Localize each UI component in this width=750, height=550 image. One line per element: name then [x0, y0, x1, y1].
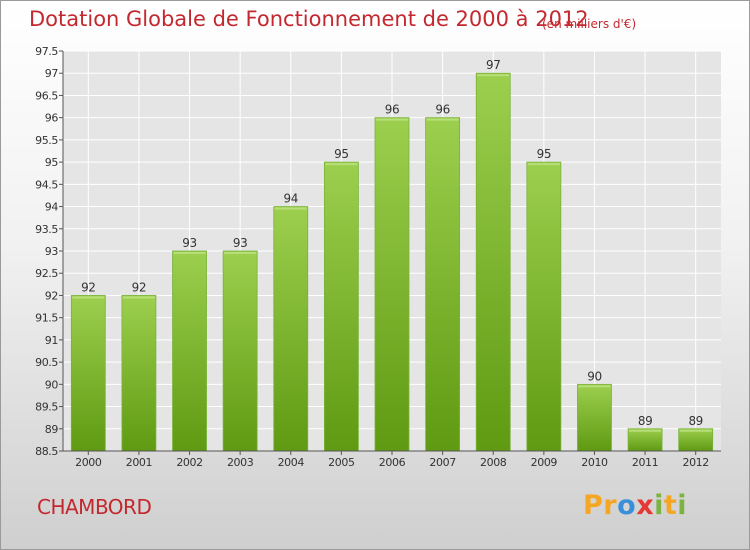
- data-label: 97: [486, 58, 500, 72]
- y-tick-label: 95: [45, 156, 59, 169]
- bar-highlight: [274, 207, 307, 210]
- data-label: 94: [284, 192, 298, 206]
- y-tick-label: 95.5: [35, 134, 58, 147]
- data-label: 95: [537, 147, 551, 161]
- y-tick-label: 89.5: [35, 401, 58, 414]
- x-tick-label: 2002: [176, 456, 202, 469]
- y-tick-label: 92.5: [35, 267, 58, 280]
- y-tick-label: 97.5: [35, 45, 58, 58]
- x-tick-label: 2012: [682, 456, 708, 469]
- data-label: 92: [81, 280, 95, 294]
- bar-highlight: [173, 252, 206, 254]
- bar-highlight: [527, 163, 560, 166]
- bar-highlight: [224, 252, 257, 254]
- bar: [526, 161, 562, 452]
- bar: [70, 295, 106, 452]
- y-tick-label: 88.5: [35, 445, 58, 458]
- data-label: 89: [688, 414, 702, 428]
- logo-letter: t: [663, 490, 678, 521]
- data-label: 90: [587, 369, 601, 383]
- bar-highlight: [679, 429, 712, 432]
- bar: [273, 206, 309, 452]
- bar: [475, 72, 511, 452]
- bar: [222, 250, 258, 452]
- y-tick-label: 91: [45, 334, 58, 347]
- bar-highlight: [325, 163, 358, 166]
- y-tick-label: 97: [45, 67, 59, 80]
- x-tick-label: 2008: [480, 456, 507, 469]
- bar-highlight: [578, 385, 611, 388]
- proxiti-logo: Proxiti: [583, 490, 687, 521]
- logo-letter: r: [603, 490, 618, 521]
- x-tick-label: 2003: [227, 456, 254, 469]
- y-tick-label: 90: [45, 378, 59, 391]
- y-tick-label: 94.5: [35, 178, 58, 191]
- logo-letter: x: [636, 490, 655, 521]
- data-label: 93: [182, 236, 196, 250]
- data-label: 93: [233, 236, 247, 250]
- logo-letter: i: [654, 490, 664, 521]
- chart-subtitle: (en milliers d'€): [542, 17, 637, 31]
- data-label: 96: [435, 103, 449, 117]
- x-tick-label: 2001: [126, 456, 152, 469]
- bar: [172, 250, 207, 452]
- x-tick-label: 2000: [75, 456, 102, 469]
- y-tick-label: 93.5: [35, 223, 58, 236]
- bar: [121, 295, 157, 452]
- logo-letter: i: [677, 490, 688, 521]
- data-label: 92: [132, 280, 146, 294]
- x-tick-label: 2006: [379, 456, 406, 469]
- chart-title: Dotation Globale de Fonctionnement de 20…: [29, 7, 589, 31]
- bar: [577, 383, 612, 452]
- bar: [323, 161, 359, 452]
- logo-letter: P: [583, 490, 604, 521]
- bar-highlight: [122, 296, 155, 299]
- data-label: 89: [638, 414, 652, 428]
- bar-highlight: [477, 74, 510, 77]
- data-label: 96: [385, 103, 399, 117]
- y-tick-label: 89: [45, 423, 59, 436]
- x-tick-label: 2005: [328, 456, 355, 469]
- y-tick-label: 94: [45, 201, 59, 214]
- bar: [374, 117, 410, 452]
- bar-highlight: [376, 118, 408, 121]
- logo-letter: o: [617, 490, 637, 521]
- x-tick-label: 2009: [531, 456, 558, 469]
- bar-highlight: [72, 296, 105, 299]
- y-tick-label: 92: [45, 289, 58, 302]
- x-tick-label: 2004: [278, 456, 305, 469]
- bar: [678, 428, 714, 452]
- y-tick-label: 96.5: [35, 89, 58, 102]
- bar-highlight: [426, 118, 459, 121]
- y-tick-label: 93: [45, 245, 59, 258]
- x-tick-label: 2010: [581, 456, 608, 469]
- x-tick-label: 2007: [429, 456, 456, 469]
- bar-highlight: [629, 429, 662, 432]
- commune-name: CHAMBORD: [37, 495, 152, 519]
- bar: [627, 428, 663, 452]
- x-tick-label: 2011: [632, 456, 658, 469]
- y-tick-label: 91.5: [35, 312, 58, 325]
- data-label: 95: [334, 147, 348, 161]
- y-tick-label: 90.5: [35, 356, 58, 369]
- y-tick-label: 96: [45, 112, 59, 125]
- bar: [425, 117, 461, 452]
